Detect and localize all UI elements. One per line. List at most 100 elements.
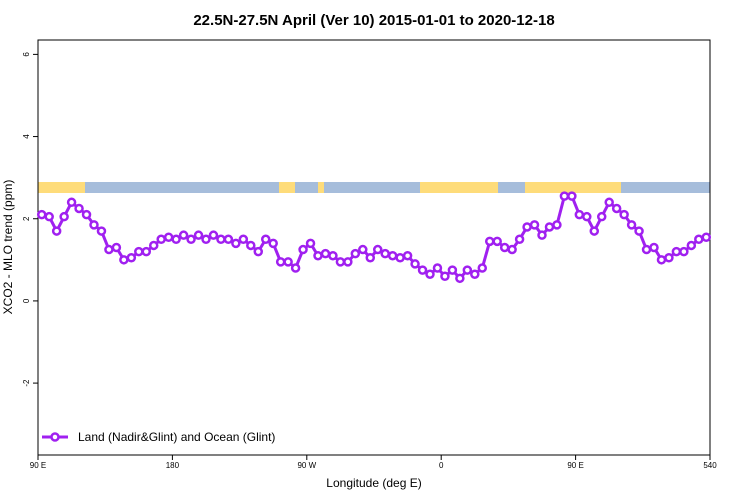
- y-axis-label: XCO2 - MLO trend (ppm): [1, 180, 15, 315]
- data-point: [596, 211, 607, 222]
- data-point: [507, 244, 517, 255]
- data-point: [36, 209, 47, 220]
- data-point: [148, 240, 159, 251]
- data-point: [477, 263, 488, 273]
- data-point: [89, 220, 99, 230]
- data-point: [410, 259, 420, 269]
- data-point: [238, 234, 249, 245]
- data-point: [290, 263, 301, 273]
- data-point: [567, 191, 577, 201]
- legend-marker: [50, 432, 60, 442]
- data-point: [626, 220, 637, 230]
- data-point: [552, 220, 562, 230]
- data-point: [231, 238, 241, 249]
- data-point: [171, 234, 181, 245]
- x-tick-label: 180: [166, 461, 180, 470]
- data-point: [447, 265, 458, 275]
- data-point: [260, 234, 271, 245]
- chart-title: 22.5N-27.5N April (Ver 10) 2015-01-01 to…: [193, 12, 554, 29]
- data-point: [656, 255, 667, 265]
- y-tick-label: 0: [22, 298, 31, 303]
- data-point: [104, 244, 114, 255]
- data-point: [283, 257, 293, 267]
- ocean-strip: [38, 182, 710, 193]
- legend-label: Land (Nadir&Glint) and Ocean (Glint): [78, 430, 275, 444]
- data-point: [372, 244, 383, 255]
- x-tick-label: 0: [439, 461, 444, 470]
- data-point: [343, 257, 353, 267]
- land-strip: [318, 182, 324, 193]
- data-point: [51, 226, 62, 236]
- data-point: [611, 203, 622, 214]
- data-point: [208, 230, 219, 240]
- data-point: [522, 222, 532, 232]
- land-strip: [525, 182, 621, 193]
- data-point: [59, 211, 69, 222]
- data-point: [126, 253, 137, 263]
- data-point: [544, 222, 555, 232]
- data-point: [529, 220, 540, 230]
- data-point: [223, 234, 234, 245]
- data-point: [574, 209, 585, 220]
- data-point: [313, 250, 323, 261]
- y-tick-label: 4: [22, 134, 31, 139]
- x-tick-label: 90 W: [297, 461, 316, 470]
- data-point: [432, 263, 443, 273]
- data-point: [305, 238, 316, 249]
- data-point: [402, 250, 413, 261]
- x-tick-label: 90 E: [567, 461, 583, 470]
- data-point: [111, 242, 122, 253]
- data-point: [649, 242, 659, 253]
- data-point: [619, 209, 629, 220]
- data-point: [134, 246, 144, 257]
- y-tick-label: 6: [22, 52, 31, 57]
- data-point: [559, 191, 570, 201]
- data-point: [641, 244, 652, 255]
- data-point: [186, 234, 196, 245]
- data-point: [156, 234, 166, 245]
- x-tick-label: 540: [703, 461, 717, 470]
- data-point: [701, 232, 712, 242]
- x-axis-label: Longitude (deg E): [326, 476, 421, 490]
- data-point: [365, 253, 376, 263]
- y-tick-label: -2: [22, 379, 31, 387]
- data-point: [141, 246, 152, 257]
- data-point: [74, 203, 84, 214]
- data-point: [320, 248, 331, 259]
- data-point: [589, 226, 600, 236]
- data-point: [417, 265, 428, 275]
- data-point: [582, 211, 592, 222]
- plot-frame: [37, 39, 711, 456]
- data-point: [178, 230, 189, 240]
- data-point: [455, 273, 465, 284]
- data-point: [350, 248, 361, 259]
- x-tick-label: 90 E: [30, 461, 46, 470]
- data-point: [253, 246, 264, 257]
- data-point: [484, 236, 495, 247]
- data-point: [328, 250, 338, 261]
- data-point: [634, 226, 644, 236]
- data-point: [246, 240, 256, 251]
- data-point: [604, 197, 614, 208]
- data-point: [358, 244, 368, 255]
- data-point: [462, 265, 473, 275]
- data-point: [81, 209, 92, 220]
- data-point: [679, 246, 689, 257]
- data-point: [537, 230, 547, 240]
- data-point: [66, 197, 77, 208]
- data-point: [492, 236, 502, 247]
- data-point: [686, 240, 697, 251]
- data-point: [664, 253, 674, 263]
- data-point: [335, 257, 346, 267]
- data-point: [268, 238, 278, 249]
- data-point: [216, 234, 226, 245]
- data-point: [201, 234, 211, 245]
- data-point: [44, 211, 54, 222]
- land-strip: [420, 182, 498, 193]
- data-point: [671, 246, 682, 257]
- data-point: [387, 250, 398, 261]
- data-point: [694, 234, 704, 245]
- data-point: [275, 257, 286, 267]
- data-point: [119, 255, 129, 265]
